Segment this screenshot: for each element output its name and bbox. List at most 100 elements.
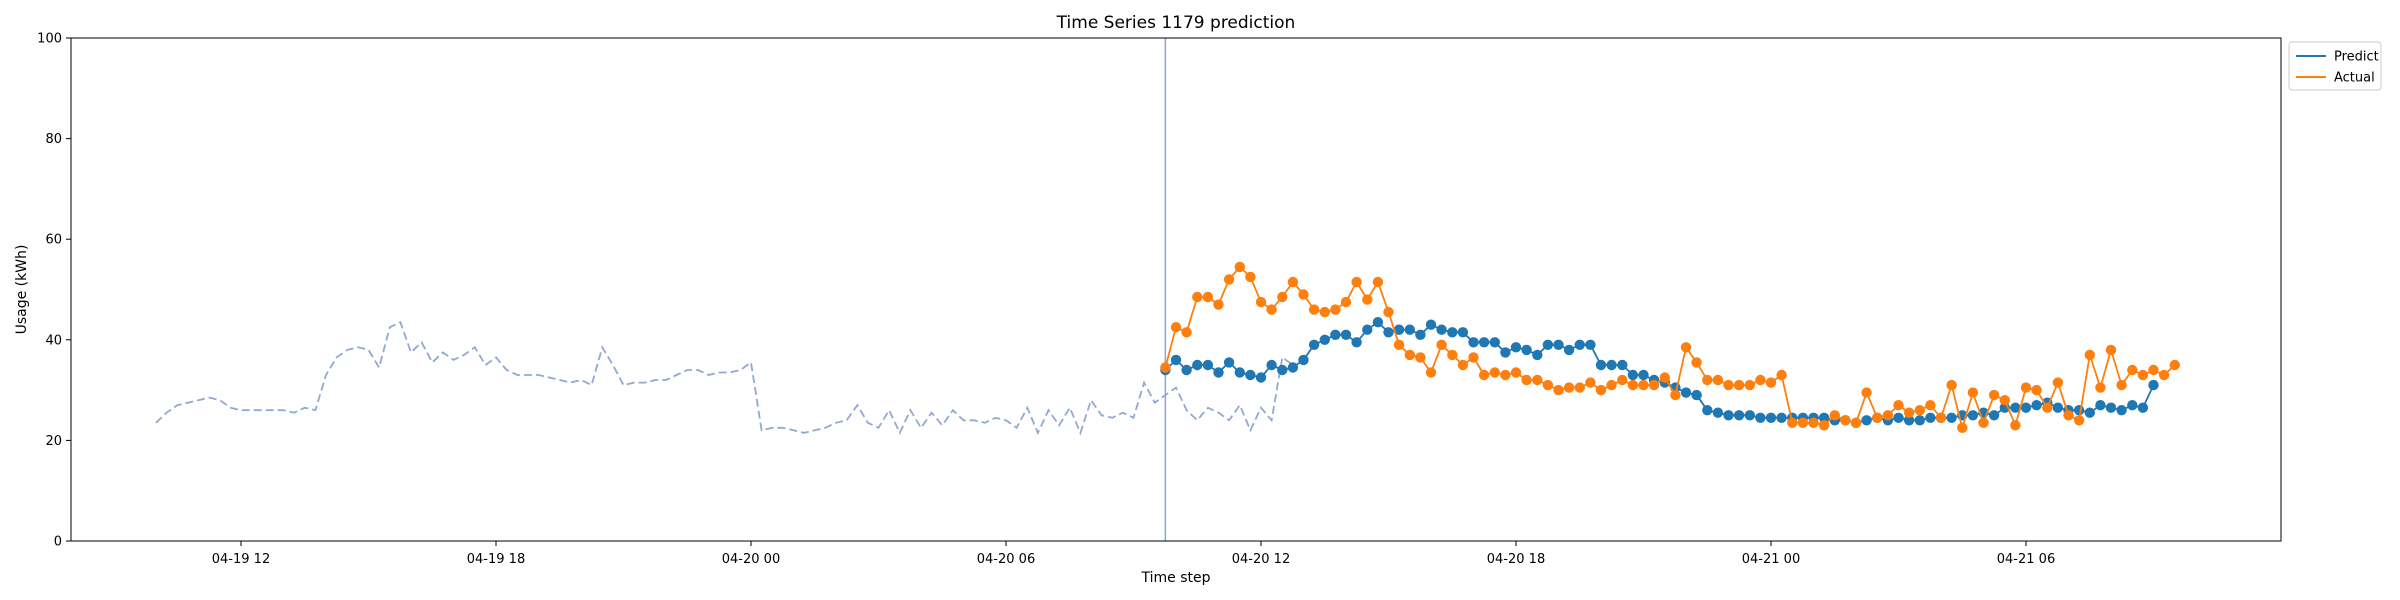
- predict-point: [1723, 410, 1734, 421]
- series-actual: [1160, 261, 2180, 433]
- predict-point: [1861, 415, 1872, 426]
- predict-point: [1733, 410, 1745, 421]
- predict-point: [1776, 412, 1787, 423]
- x-axis-label: Time step: [1141, 570, 1211, 586]
- actual-point: [1712, 374, 1724, 386]
- predict-point: [1468, 337, 1479, 348]
- actual-point: [1967, 387, 1979, 398]
- actual-point: [1595, 384, 1607, 396]
- actual-point: [1691, 357, 1702, 368]
- predict-point: [2127, 400, 2138, 411]
- actual-point: [1202, 291, 1214, 303]
- predict-point: [1277, 364, 1288, 376]
- predict-point: [1755, 412, 1766, 423]
- predict-point: [1553, 339, 1564, 350]
- predict-point: [2010, 402, 2021, 413]
- y-tick-label: 40: [45, 333, 62, 348]
- predict-point: [1266, 359, 1277, 371]
- predict-point: [1415, 329, 1426, 340]
- predict-point: [1223, 357, 1235, 368]
- predict-point: [2137, 402, 2149, 413]
- plot-area: [70, 37, 2282, 542]
- actual-point: [1563, 382, 1575, 393]
- predict-point: [1988, 410, 2000, 421]
- actual-point: [1160, 362, 1171, 373]
- actual-point: [1606, 379, 1617, 391]
- actual-point: [2063, 410, 2074, 421]
- predict-point: [2148, 379, 2159, 391]
- predict-point: [2105, 402, 2117, 413]
- actual-point: [1585, 377, 1596, 388]
- predict-point: [1585, 339, 1596, 350]
- actual-point: [1489, 367, 1501, 378]
- predict-point: [1521, 344, 1532, 356]
- predict-point: [1627, 369, 1639, 381]
- predict-point: [1914, 415, 1926, 426]
- actual-point: [1840, 415, 1851, 426]
- actual-point: [1383, 306, 1394, 318]
- predict-point: [1500, 347, 1511, 358]
- actual-point: [1245, 271, 1256, 283]
- actual-point: [1914, 405, 1926, 416]
- predict-point: [1638, 369, 1649, 381]
- actual-point: [1850, 417, 1862, 428]
- actual-point: [1617, 374, 1628, 386]
- predict-point: [1489, 337, 1501, 348]
- actual-point: [1797, 417, 1809, 428]
- actual-point: [2031, 384, 2042, 396]
- predict-point: [2095, 400, 2106, 411]
- predict-point: [2116, 405, 2127, 416]
- actual-point: [1755, 374, 1766, 386]
- actual-point: [1500, 369, 1511, 381]
- actual-point: [1287, 276, 1299, 288]
- predict-point: [1478, 337, 1490, 348]
- actual-point: [1181, 327, 1192, 338]
- predict-point: [1680, 387, 1692, 398]
- actual-point: [1829, 410, 1841, 421]
- x-tick-label: 04-20 06: [977, 552, 1035, 567]
- predict-point: [1181, 364, 1192, 376]
- actual-point: [1351, 276, 1362, 288]
- predict-point: [1319, 334, 1331, 345]
- actual-point: [2073, 415, 2085, 426]
- actual-point: [1935, 412, 1947, 423]
- actual-point: [1627, 379, 1639, 391]
- predict-point: [1383, 327, 1394, 338]
- actual-point: [1447, 349, 1458, 361]
- actual-point: [2169, 359, 2180, 371]
- actual-point: [1978, 417, 1989, 428]
- legend: Predict Actual: [2288, 41, 2382, 91]
- actual-point: [1532, 374, 1543, 386]
- actual-point: [1957, 422, 1968, 433]
- actual-point: [1680, 342, 1692, 353]
- predict-point: [1404, 324, 1416, 335]
- actual-point: [1468, 352, 1479, 363]
- actual-point: [2010, 420, 2021, 431]
- y-axis: 0 20 40 60 80 100: [37, 32, 71, 550]
- actual-point: [1266, 304, 1277, 315]
- predict-point: [1447, 327, 1458, 338]
- predict-point: [1691, 389, 1702, 401]
- actual-point: [1702, 374, 1713, 386]
- actual-point: [1277, 291, 1288, 303]
- actual-point: [1436, 339, 1447, 350]
- actual-point: [2084, 349, 2095, 361]
- y-tick-label: 60: [45, 233, 62, 248]
- actual-point: [1362, 294, 1373, 305]
- predict-point: [1542, 339, 1554, 350]
- x-tick-label: 04-21 06: [1997, 552, 2055, 567]
- predict-point: [2020, 402, 2032, 413]
- actual-point: [2116, 379, 2127, 391]
- predict-point: [1170, 354, 1182, 366]
- actual-point: [1542, 379, 1554, 391]
- actual-point: [2095, 382, 2106, 393]
- x-axis: 04-19 12 04-19 18 04-20 00 04-20 06 04-20 12…: [212, 541, 2055, 567]
- predict-point: [1362, 324, 1373, 335]
- predict-point: [1967, 410, 1979, 421]
- actual-point: [1988, 389, 2000, 401]
- actual-point: [1478, 369, 1490, 381]
- actual-point: [1393, 339, 1405, 350]
- predict-point: [1234, 367, 1246, 378]
- actual-point: [1234, 261, 1246, 273]
